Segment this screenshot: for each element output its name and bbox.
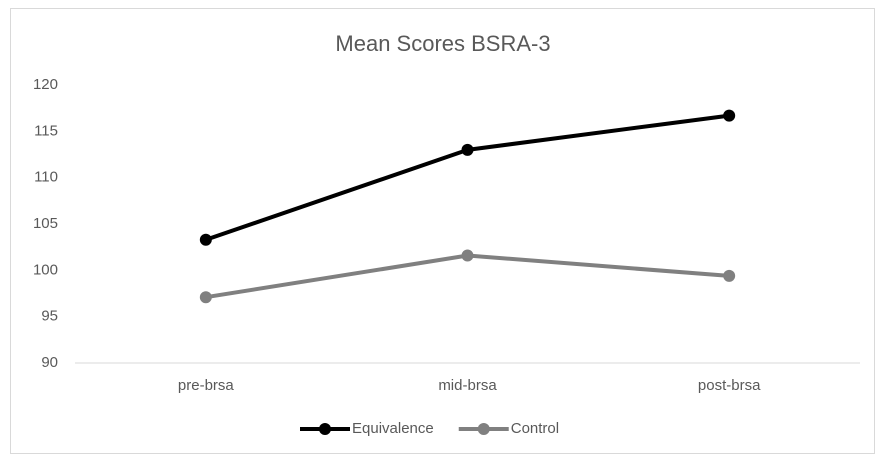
data-point — [461, 249, 474, 262]
x-tick-label: mid-brsa — [438, 377, 497, 394]
legend-marker — [477, 423, 490, 435]
chart-border — [10, 8, 875, 454]
data-point — [461, 143, 474, 156]
data-point — [723, 269, 736, 282]
y-tick-label: 120 — [33, 76, 58, 93]
y-tick-label: 90 — [41, 354, 58, 371]
data-point — [723, 109, 736, 122]
x-tick-label: pre-brsa — [178, 377, 235, 394]
chart-title: Mean Scores BSRA-3 — [335, 31, 550, 56]
y-tick-label: 95 — [41, 308, 58, 325]
data-point — [199, 291, 212, 304]
y-tick-label: 105 — [33, 215, 58, 232]
y-tick-label: 100 — [33, 261, 58, 278]
legend-label: Equivalence — [352, 420, 434, 437]
legend-marker — [319, 423, 331, 435]
y-tick-label: 110 — [34, 169, 58, 186]
y-tick-label: 115 — [34, 122, 58, 139]
legend-label: Control — [511, 420, 559, 437]
data-point — [199, 233, 212, 246]
x-tick-label: post-brsa — [698, 377, 761, 394]
